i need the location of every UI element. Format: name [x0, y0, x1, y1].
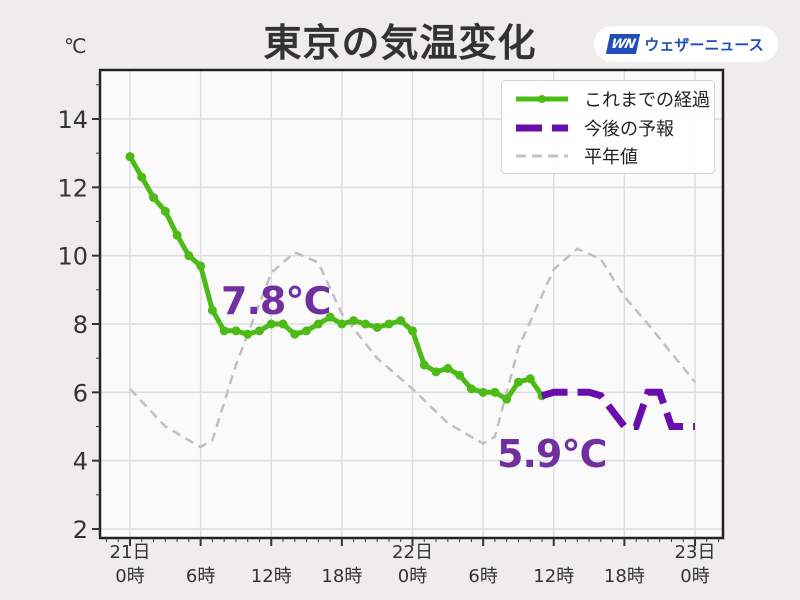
svg-text:18時: 18時 — [321, 566, 362, 587]
svg-text:21日: 21日 — [110, 542, 151, 563]
forecast-line-icon — [516, 124, 568, 132]
svg-text:2: 2 — [73, 516, 88, 544]
y-axis-unit: ℃ — [64, 34, 87, 58]
svg-text:0時: 0時 — [398, 566, 427, 587]
svg-text:14: 14 — [57, 106, 88, 134]
svg-text:10: 10 — [57, 243, 88, 271]
y-axis-ticks: 2 4 6 8 10 12 14 — [57, 84, 100, 544]
observed-line-icon — [516, 95, 568, 103]
svg-text:23日: 23日 — [675, 542, 716, 563]
series-observed — [125, 152, 547, 404]
svg-text:4: 4 — [73, 448, 88, 476]
normal-line-icon — [516, 154, 568, 158]
svg-text:22日: 22日 — [392, 542, 433, 563]
x-axis-ticks: 21日 0時 6時 12時 18時 22日 0時 6時 12時 18時 23日 0時 — [105, 538, 720, 587]
svg-text:6時: 6時 — [186, 566, 215, 587]
svg-text:0時: 0時 — [680, 566, 709, 587]
brand-badge: WN ウェザーニュース — [594, 26, 778, 62]
legend-item-normal: 平年値 — [502, 142, 638, 170]
legend-item-observed: これまでの経過 — [502, 85, 710, 113]
svg-text:6時: 6時 — [468, 566, 497, 587]
svg-text:6: 6 — [73, 379, 88, 407]
max-temp-annotation: 7.8℃ — [221, 279, 331, 323]
svg-text:18時: 18時 — [604, 566, 645, 587]
svg-text:8: 8 — [73, 311, 88, 339]
grid-lines — [100, 70, 723, 538]
chart-title: 東京の気温変化 — [263, 21, 537, 65]
series-normal — [129, 247, 696, 449]
svg-text:12: 12 — [57, 174, 88, 202]
svg-text:12時: 12時 — [533, 566, 574, 587]
svg-text:12時: 12時 — [251, 566, 292, 587]
legend: これまでの経過 今後の予報 平年値 — [501, 80, 715, 174]
legend-item-forecast: 今後の予報 — [502, 114, 674, 142]
brand-name: ウェザーニュース — [644, 35, 764, 54]
svg-text:0時: 0時 — [115, 566, 144, 587]
min-temp-annotation: 5.9℃ — [497, 432, 607, 476]
